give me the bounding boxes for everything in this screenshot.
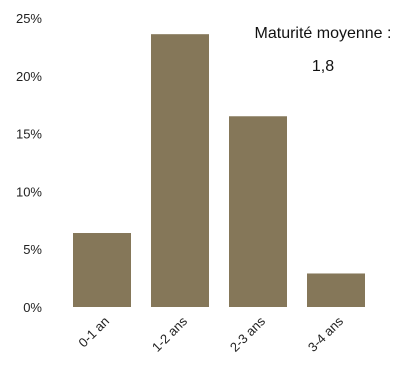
y-tick-label: 5% bbox=[23, 242, 42, 257]
bar bbox=[229, 116, 287, 307]
y-tick-label: 15% bbox=[16, 127, 42, 142]
x-tick-label: 2-3 ans bbox=[227, 313, 269, 355]
y-tick-label: 0% bbox=[23, 300, 42, 315]
y-axis-ticks: 0% 5% 10% 15% 20% 25% bbox=[16, 11, 42, 315]
x-axis-ticks: 0-1 an 1-2 ans 2-3 ans 3-4 ans bbox=[75, 313, 346, 355]
bar bbox=[73, 233, 131, 307]
bar bbox=[151, 34, 209, 308]
x-tick-label: 1-2 ans bbox=[149, 313, 191, 355]
annotation-line-1: Maturité moyenne : bbox=[255, 25, 392, 42]
y-tick-label: 10% bbox=[16, 184, 42, 199]
bar bbox=[307, 273, 365, 307]
annotation-line-2: 1,8 bbox=[312, 58, 334, 75]
bars-group bbox=[73, 34, 365, 308]
y-tick-label: 20% bbox=[16, 69, 42, 84]
x-tick-label: 0-1 an bbox=[75, 314, 112, 351]
y-tick-label: 25% bbox=[16, 11, 42, 26]
annotation: Maturité moyenne : 1,8 bbox=[255, 25, 392, 75]
x-tick-label: 3-4 ans bbox=[305, 313, 347, 355]
